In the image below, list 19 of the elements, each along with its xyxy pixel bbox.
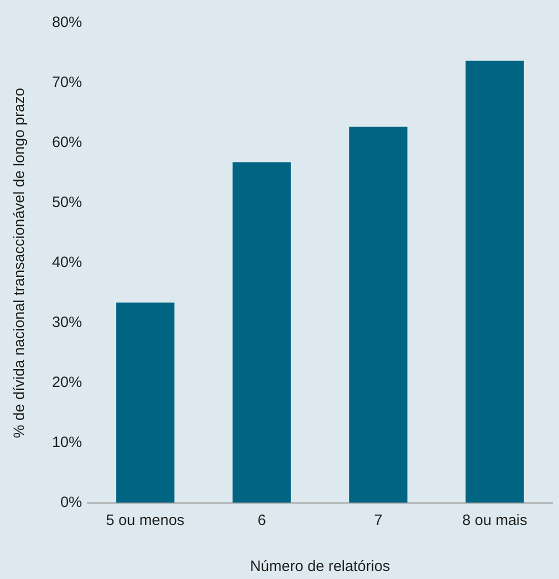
y-tick-label: 30% (52, 314, 82, 331)
y-tick-label: 10% (52, 434, 82, 451)
x-tick-label: 7 (374, 512, 382, 529)
y-tick-label: 70% (52, 74, 82, 91)
y-tick-label: 0% (60, 494, 82, 511)
bar (116, 302, 174, 503)
y-tick-label: 80% (52, 14, 82, 31)
y-tick-label: 40% (52, 254, 82, 271)
x-tick-label: 8 ou mais (462, 512, 528, 529)
bar (349, 126, 408, 503)
y-tick-label: 50% (52, 194, 82, 211)
x-tick-label: 6 (258, 512, 266, 529)
y-tick-label: 20% (52, 374, 82, 391)
y-tick-label: 60% (52, 134, 82, 151)
bar (466, 60, 524, 503)
y-axis-title: % de dívida nacional transaccionável de longo prazo (11, 88, 28, 438)
bar (232, 162, 291, 503)
x-axis-title: Número de relatórios (250, 558, 390, 575)
x-tick-label: 5 ou menos (106, 512, 184, 529)
